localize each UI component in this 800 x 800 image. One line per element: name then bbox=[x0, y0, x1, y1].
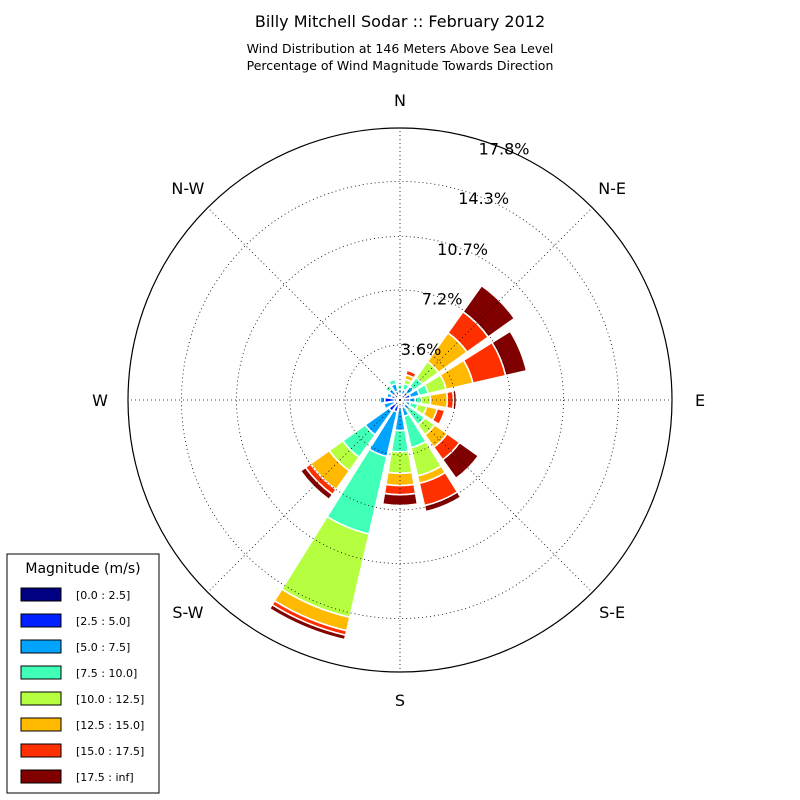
wedge-dir-90-bin-4 bbox=[420, 394, 432, 406]
wedge-dir-270-bin-2 bbox=[379, 395, 386, 405]
direction-label-S-E: S-E bbox=[599, 603, 625, 622]
direction-label-S: S bbox=[395, 691, 405, 710]
grid-spoke-N-W bbox=[207, 207, 401, 401]
radial-tick-label-4: 17.8% bbox=[479, 140, 530, 159]
legend-label-3: [7.5 : 10.0] bbox=[76, 667, 137, 680]
radial-tick-label-3: 14.3% bbox=[458, 189, 509, 208]
grid-spoke-S-E bbox=[399, 399, 593, 593]
wedge-dir-225-bin-7 bbox=[299, 466, 334, 501]
legend-label-4: [10.0 : 12.5] bbox=[76, 693, 144, 706]
polar-labels: N N-E E S-E S S-W W N-W 3.6% 7.2% 10.7% 14.3% 17.8% bbox=[92, 91, 705, 710]
legend-swatch-0 bbox=[20, 587, 62, 602]
wedge-dir-180-bin-6 bbox=[383, 483, 417, 496]
direction-label-N-W: N-W bbox=[171, 179, 204, 198]
wedge-dir-135-bin-7 bbox=[441, 441, 480, 480]
wedge-dir-67.5-bin-7 bbox=[490, 330, 528, 377]
wedge-dir-180-bin-4 bbox=[386, 450, 414, 475]
legend: Magnitude (m/s) [0.0 : 2.5] [2.5 : 5.0] [5… bbox=[6, 553, 160, 794]
direction-label-N: N bbox=[394, 91, 406, 110]
wedge-dir-112.5-bin-6 bbox=[431, 407, 446, 426]
legend-swatch-1 bbox=[20, 613, 62, 628]
outer-circle bbox=[127, 127, 673, 673]
direction-label-S-W: S-W bbox=[172, 603, 203, 622]
legend-swatch-4 bbox=[20, 691, 62, 706]
wedge-dir-292.5-bin-2 bbox=[385, 391, 394, 399]
wedge-dir-157.5-bin-7 bbox=[423, 490, 462, 513]
legend-swatch-6 bbox=[20, 743, 62, 758]
wedge-dir-180-bin-7 bbox=[381, 492, 419, 507]
legend-swatch-5 bbox=[20, 717, 62, 732]
wedge-dir-45-bin-7 bbox=[461, 284, 516, 339]
legend-title: Magnitude (m/s) bbox=[25, 561, 140, 577]
legend-swatch-7 bbox=[20, 769, 62, 784]
direction-label-W: W bbox=[92, 391, 108, 410]
grid-circle-0 bbox=[344, 344, 456, 456]
grid-circle-3 bbox=[181, 181, 619, 619]
polar-grid bbox=[127, 127, 673, 673]
radial-tick-label-2: 10.7% bbox=[437, 240, 488, 259]
grid-spoke-S-W bbox=[207, 399, 401, 593]
wedge-dir-202.5-bin-7 bbox=[268, 603, 347, 641]
chart-subtitle-description: Percentage of Wind Magnitude Towards Dir… bbox=[246, 58, 554, 73]
wedge-dir-180-bin-5 bbox=[384, 471, 416, 487]
wedge-dir-22.5-bin-6 bbox=[404, 369, 418, 380]
windrose-sectors bbox=[268, 284, 528, 641]
chart-title: Billy Mitchell Sodar :: February 2012 bbox=[254, 12, 546, 31]
wedge-dir-0-bin-4 bbox=[396, 382, 404, 386]
grid-circle-1 bbox=[289, 289, 511, 511]
radial-tick-label-1: 7.2% bbox=[422, 289, 463, 308]
grid-circle-2 bbox=[236, 236, 564, 564]
legend-label-0: [0.0 : 2.5] bbox=[76, 589, 130, 602]
direction-label-E: E bbox=[695, 391, 705, 410]
wedge-dir-247.5-bin-4 bbox=[379, 403, 386, 412]
legend-label-2: [5.0 : 7.5] bbox=[76, 641, 130, 654]
chart-subtitle-altitude: Wind Distribution at 146 Meters Above Se… bbox=[246, 41, 554, 56]
legend-swatch-2 bbox=[20, 639, 62, 654]
legend-label-1: [2.5 : 5.0] bbox=[76, 615, 130, 628]
legend-swatch-3 bbox=[20, 665, 62, 680]
grid-spoke-N-E bbox=[399, 207, 593, 401]
wedge-dir-315-bin-4 bbox=[382, 382, 391, 391]
direction-label-N-E: N-E bbox=[598, 179, 626, 198]
legend-label-5: [12.5 : 15.0] bbox=[76, 719, 144, 732]
legend-label-6: [15.0 : 17.5] bbox=[76, 745, 144, 758]
radial-tick-label-0: 3.6% bbox=[401, 340, 442, 359]
wedge-dir-337.5-bin-3 bbox=[387, 378, 398, 387]
legend-label-7: [17.5 : inf] bbox=[76, 771, 134, 784]
